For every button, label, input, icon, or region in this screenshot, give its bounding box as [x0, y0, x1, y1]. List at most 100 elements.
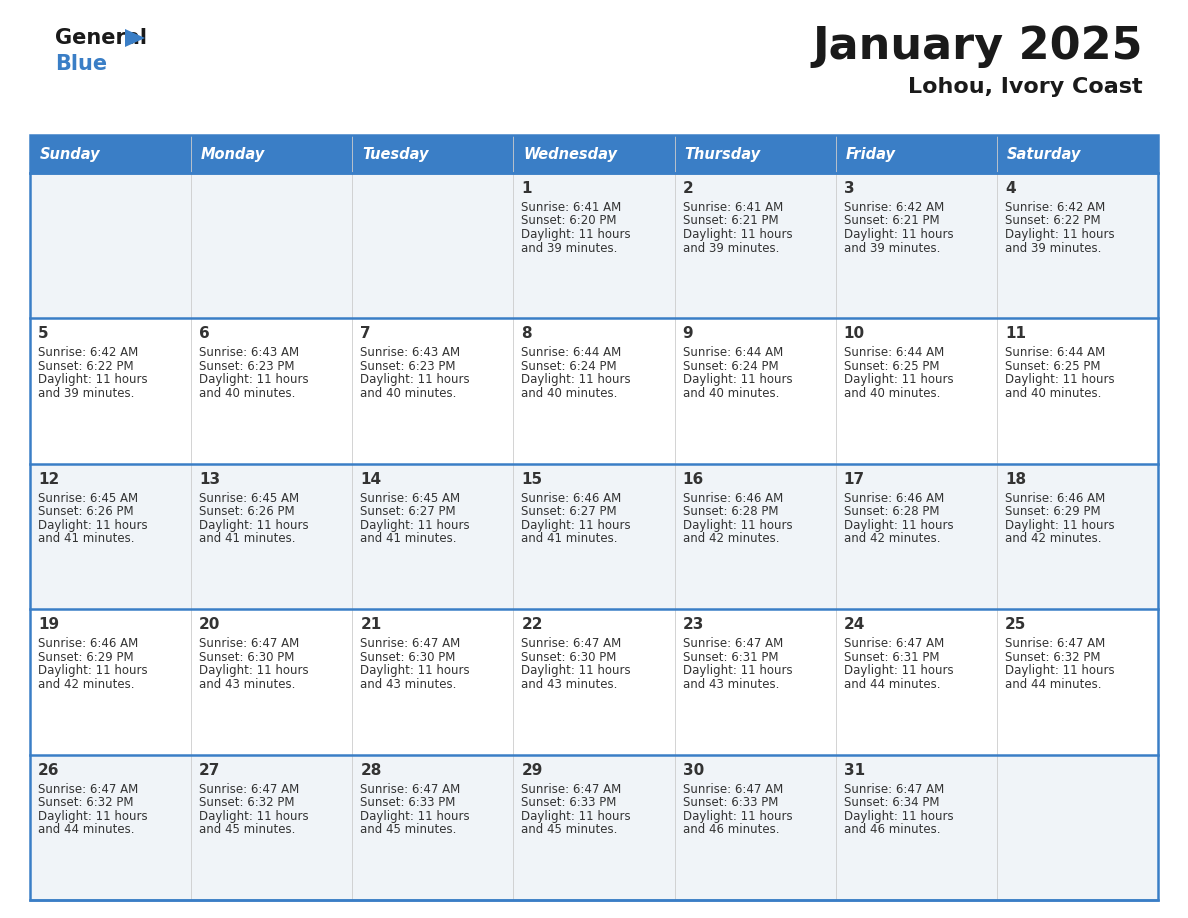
Text: Sunset: 6:21 PM: Sunset: 6:21 PM	[683, 215, 778, 228]
Text: Sunset: 6:21 PM: Sunset: 6:21 PM	[843, 215, 940, 228]
Text: Sunset: 6:26 PM: Sunset: 6:26 PM	[200, 505, 295, 519]
Text: Daylight: 11 hours: Daylight: 11 hours	[522, 519, 631, 532]
Text: Sunset: 6:30 PM: Sunset: 6:30 PM	[522, 651, 617, 664]
Text: Daylight: 11 hours: Daylight: 11 hours	[38, 665, 147, 677]
Text: 21: 21	[360, 617, 381, 633]
Text: Sunrise: 6:45 AM: Sunrise: 6:45 AM	[200, 492, 299, 505]
Text: and 39 minutes.: and 39 minutes.	[38, 386, 134, 400]
Text: Sunrise: 6:45 AM: Sunrise: 6:45 AM	[360, 492, 461, 505]
Text: January 2025: January 2025	[813, 25, 1143, 68]
Text: 1: 1	[522, 181, 532, 196]
Text: 15: 15	[522, 472, 543, 487]
Text: Sunset: 6:26 PM: Sunset: 6:26 PM	[38, 505, 133, 519]
Text: Daylight: 11 hours: Daylight: 11 hours	[683, 228, 792, 241]
Text: and 41 minutes.: and 41 minutes.	[360, 532, 456, 545]
Text: and 40 minutes.: and 40 minutes.	[843, 386, 940, 400]
Text: Sunrise: 6:42 AM: Sunrise: 6:42 AM	[38, 346, 138, 360]
Text: 25: 25	[1005, 617, 1026, 633]
Text: Sunset: 6:28 PM: Sunset: 6:28 PM	[683, 505, 778, 519]
Text: Daylight: 11 hours: Daylight: 11 hours	[1005, 665, 1114, 677]
Text: and 40 minutes.: and 40 minutes.	[1005, 386, 1101, 400]
Text: Daylight: 11 hours: Daylight: 11 hours	[360, 810, 470, 823]
Text: Sunrise: 6:47 AM: Sunrise: 6:47 AM	[683, 783, 783, 796]
Text: 26: 26	[38, 763, 59, 778]
Text: 9: 9	[683, 327, 693, 341]
Text: Sunrise: 6:47 AM: Sunrise: 6:47 AM	[522, 637, 621, 650]
Text: Sunrise: 6:44 AM: Sunrise: 6:44 AM	[522, 346, 621, 360]
Text: 30: 30	[683, 763, 703, 778]
Bar	[513, 135, 675, 173]
Text: Sunrise: 6:42 AM: Sunrise: 6:42 AM	[1005, 201, 1105, 214]
Text: 8: 8	[522, 327, 532, 341]
Text: 31: 31	[843, 763, 865, 778]
Text: 2: 2	[683, 181, 694, 196]
Text: Sunrise: 6:47 AM: Sunrise: 6:47 AM	[843, 637, 944, 650]
Bar	[30, 135, 191, 173]
Text: Daylight: 11 hours: Daylight: 11 hours	[38, 374, 147, 386]
Text: and 42 minutes.: and 42 minutes.	[683, 532, 779, 545]
Text: and 39 minutes.: and 39 minutes.	[1005, 241, 1101, 254]
Text: 4: 4	[1005, 181, 1016, 196]
Text: Daylight: 11 hours: Daylight: 11 hours	[683, 665, 792, 677]
Text: and 41 minutes.: and 41 minutes.	[38, 532, 134, 545]
Text: Daylight: 11 hours: Daylight: 11 hours	[683, 374, 792, 386]
Text: Daylight: 11 hours: Daylight: 11 hours	[38, 810, 147, 823]
Bar	[30, 464, 1158, 610]
Text: and 40 minutes.: and 40 minutes.	[683, 386, 779, 400]
Text: 10: 10	[843, 327, 865, 341]
Text: 16: 16	[683, 472, 703, 487]
Text: 22: 22	[522, 617, 543, 633]
Text: Wednesday: Wednesday	[524, 147, 618, 162]
Bar	[30, 135, 1158, 900]
Text: Daylight: 11 hours: Daylight: 11 hours	[1005, 228, 1114, 241]
Text: Daylight: 11 hours: Daylight: 11 hours	[843, 228, 953, 241]
Text: 7: 7	[360, 327, 371, 341]
Text: and 44 minutes.: and 44 minutes.	[843, 677, 940, 690]
Text: Sunrise: 6:46 AM: Sunrise: 6:46 AM	[843, 492, 944, 505]
Text: Daylight: 11 hours: Daylight: 11 hours	[200, 519, 309, 532]
Text: Sunset: 6:28 PM: Sunset: 6:28 PM	[843, 505, 940, 519]
Text: Daylight: 11 hours: Daylight: 11 hours	[200, 665, 309, 677]
Text: 18: 18	[1005, 472, 1026, 487]
Text: Sunrise: 6:44 AM: Sunrise: 6:44 AM	[683, 346, 783, 360]
Text: Sunrise: 6:43 AM: Sunrise: 6:43 AM	[200, 346, 299, 360]
Text: and 39 minutes.: and 39 minutes.	[843, 241, 940, 254]
Text: Sunrise: 6:47 AM: Sunrise: 6:47 AM	[1005, 637, 1105, 650]
Text: Sunrise: 6:45 AM: Sunrise: 6:45 AM	[38, 492, 138, 505]
Text: Saturday: Saturday	[1007, 147, 1081, 162]
Text: and 43 minutes.: and 43 minutes.	[360, 677, 456, 690]
Text: Sunrise: 6:46 AM: Sunrise: 6:46 AM	[522, 492, 621, 505]
Text: Daylight: 11 hours: Daylight: 11 hours	[522, 374, 631, 386]
Text: Sunset: 6:27 PM: Sunset: 6:27 PM	[522, 505, 617, 519]
Text: Sunrise: 6:44 AM: Sunrise: 6:44 AM	[843, 346, 944, 360]
Bar	[997, 135, 1158, 173]
Text: and 39 minutes.: and 39 minutes.	[683, 241, 779, 254]
Text: Sunset: 6:33 PM: Sunset: 6:33 PM	[522, 796, 617, 809]
Text: Sunrise: 6:46 AM: Sunrise: 6:46 AM	[38, 637, 138, 650]
Text: Daylight: 11 hours: Daylight: 11 hours	[843, 519, 953, 532]
Text: and 42 minutes.: and 42 minutes.	[1005, 532, 1101, 545]
Text: Sunset: 6:25 PM: Sunset: 6:25 PM	[843, 360, 940, 373]
Text: Lohou, Ivory Coast: Lohou, Ivory Coast	[909, 77, 1143, 97]
Text: 20: 20	[200, 617, 221, 633]
Text: and 39 minutes.: and 39 minutes.	[522, 241, 618, 254]
Text: and 44 minutes.: and 44 minutes.	[1005, 677, 1101, 690]
Text: Friday: Friday	[846, 147, 896, 162]
Text: Sunset: 6:32 PM: Sunset: 6:32 PM	[200, 796, 295, 809]
Text: Sunset: 6:22 PM: Sunset: 6:22 PM	[1005, 215, 1100, 228]
Text: 5: 5	[38, 327, 49, 341]
Text: Sunrise: 6:47 AM: Sunrise: 6:47 AM	[843, 783, 944, 796]
Text: Sunset: 6:34 PM: Sunset: 6:34 PM	[843, 796, 940, 809]
Text: Daylight: 11 hours: Daylight: 11 hours	[38, 519, 147, 532]
Text: General: General	[55, 28, 147, 48]
Text: and 46 minutes.: and 46 minutes.	[683, 823, 779, 836]
Text: Sunset: 6:22 PM: Sunset: 6:22 PM	[38, 360, 133, 373]
Text: Sunset: 6:23 PM: Sunset: 6:23 PM	[200, 360, 295, 373]
Text: Daylight: 11 hours: Daylight: 11 hours	[200, 810, 309, 823]
Text: Sunrise: 6:47 AM: Sunrise: 6:47 AM	[38, 783, 138, 796]
Text: Daylight: 11 hours: Daylight: 11 hours	[843, 374, 953, 386]
Text: and 43 minutes.: and 43 minutes.	[200, 677, 296, 690]
Text: Thursday: Thursday	[684, 147, 760, 162]
Text: 3: 3	[843, 181, 854, 196]
Text: Sunrise: 6:47 AM: Sunrise: 6:47 AM	[200, 637, 299, 650]
